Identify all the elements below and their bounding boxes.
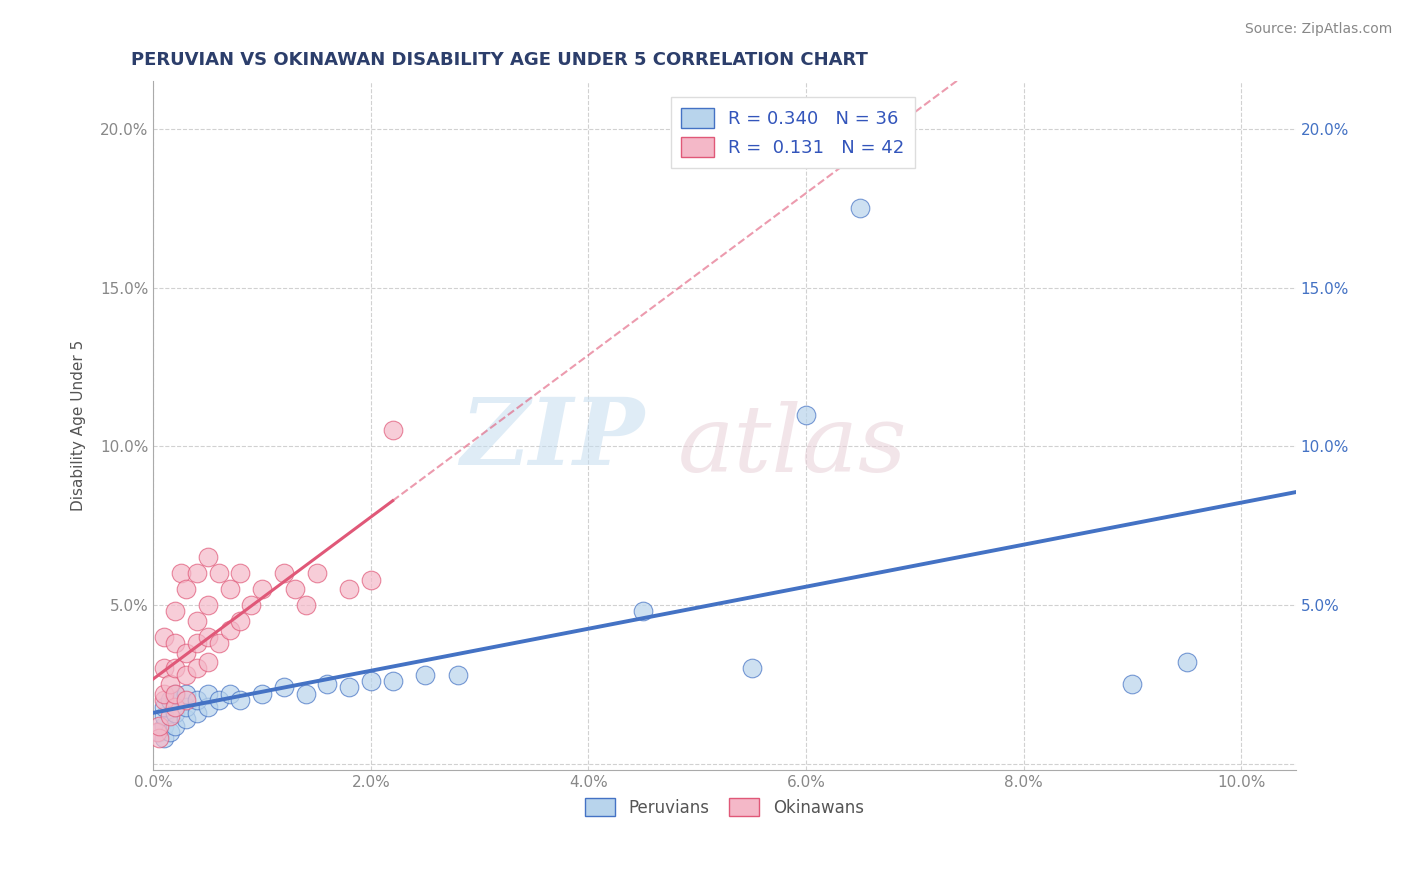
Y-axis label: Disability Age Under 5: Disability Age Under 5	[72, 340, 86, 511]
Point	[229, 693, 252, 707]
Point	[174, 646, 197, 660]
Point	[148, 731, 170, 746]
Point	[1175, 655, 1198, 669]
Point	[250, 582, 273, 596]
Point	[165, 693, 187, 707]
Point	[186, 693, 208, 707]
Point	[186, 636, 208, 650]
Point	[153, 731, 176, 746]
Point	[316, 677, 339, 691]
Point	[218, 687, 240, 701]
Point	[165, 706, 187, 720]
Point	[218, 582, 240, 596]
Point	[153, 718, 176, 732]
Point	[273, 566, 295, 581]
Point	[174, 712, 197, 726]
Point	[148, 718, 170, 732]
Point	[186, 661, 208, 675]
Point	[250, 687, 273, 701]
Point	[360, 674, 382, 689]
Point	[165, 604, 187, 618]
Point	[305, 566, 328, 581]
Point	[294, 598, 316, 612]
Point	[197, 598, 219, 612]
Point	[208, 693, 231, 707]
Point	[165, 661, 187, 675]
Point	[153, 630, 176, 644]
Point	[415, 667, 437, 681]
Point	[159, 709, 181, 723]
Point	[169, 566, 191, 581]
Point	[794, 408, 817, 422]
Point	[153, 699, 176, 714]
Point	[218, 624, 240, 638]
Point	[284, 582, 307, 596]
Point	[159, 693, 181, 707]
Point	[174, 699, 197, 714]
Point	[174, 667, 197, 681]
Point	[186, 566, 208, 581]
Point	[165, 687, 187, 701]
Point	[153, 693, 176, 707]
Point	[165, 699, 187, 714]
Point	[148, 725, 170, 739]
Point	[165, 687, 187, 701]
Point	[208, 566, 231, 581]
Point	[197, 550, 219, 565]
Legend: Peruvians, Okinawans: Peruvians, Okinawans	[578, 791, 870, 823]
Point	[337, 582, 360, 596]
Text: atlas: atlas	[678, 401, 908, 491]
Point	[229, 566, 252, 581]
Point	[174, 582, 197, 596]
Point	[741, 661, 763, 675]
Text: ZIP: ZIP	[460, 394, 644, 484]
Point	[159, 725, 181, 739]
Point	[153, 687, 176, 701]
Point	[153, 661, 176, 675]
Point	[381, 424, 404, 438]
Point	[159, 677, 181, 691]
Point	[240, 598, 263, 612]
Point	[174, 687, 197, 701]
Point	[186, 614, 208, 628]
Point	[197, 687, 219, 701]
Point	[197, 655, 219, 669]
Point	[447, 667, 470, 681]
Point	[381, 674, 404, 689]
Point	[174, 693, 197, 707]
Point	[1121, 677, 1143, 691]
Point	[208, 636, 231, 650]
Point	[165, 636, 187, 650]
Point	[145, 725, 167, 739]
Point	[337, 681, 360, 695]
Point	[197, 630, 219, 644]
Point	[849, 202, 872, 216]
Point	[360, 573, 382, 587]
Point	[197, 699, 219, 714]
Point	[229, 614, 252, 628]
Text: PERUVIAN VS OKINAWAN DISABILITY AGE UNDER 5 CORRELATION CHART: PERUVIAN VS OKINAWAN DISABILITY AGE UNDE…	[131, 51, 868, 69]
Point	[165, 718, 187, 732]
Point	[153, 709, 176, 723]
Point	[294, 687, 316, 701]
Point	[631, 604, 654, 618]
Point	[273, 681, 295, 695]
Point	[186, 706, 208, 720]
Text: Source: ZipAtlas.com: Source: ZipAtlas.com	[1244, 22, 1392, 37]
